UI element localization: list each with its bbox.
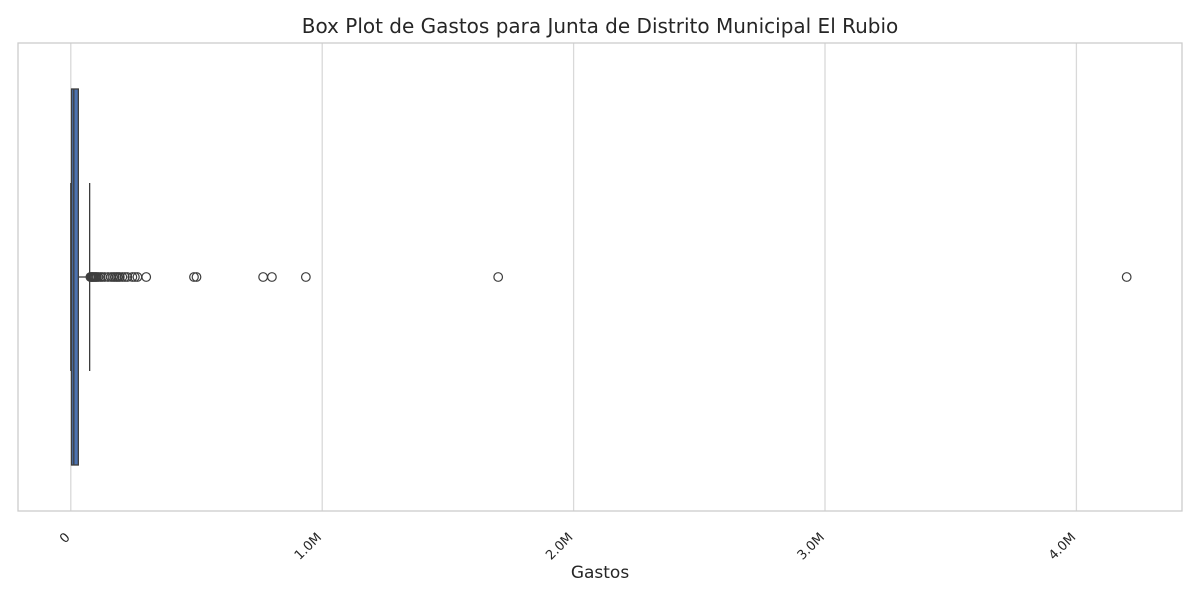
x-tick-label: 4.0M <box>1046 530 1079 563</box>
outlier-point <box>122 272 133 282</box>
outlier-point <box>1121 272 1132 282</box>
grid-layer <box>70 43 1078 511</box>
outlier-point <box>117 272 128 282</box>
x-tick-label: 2.0M <box>543 530 576 563</box>
outlier-point <box>300 272 311 282</box>
outlier-point <box>119 272 130 282</box>
outlier-point <box>493 272 504 282</box>
x-tick-label: 0 <box>57 530 73 546</box>
chart-title: Box Plot de Gastos para Junta de Distrit… <box>302 14 899 38</box>
outlier-point <box>267 272 277 282</box>
outlier-point <box>191 272 202 282</box>
outlier-point <box>258 272 269 282</box>
outlier-point <box>114 272 125 282</box>
plot-frame <box>17 42 1183 512</box>
outlier-point <box>130 272 140 282</box>
x-tick-label: 1.0M <box>292 530 325 563</box>
tick-layer: 0 1.0M 2.0M 3.0M 4.0M <box>57 530 1079 563</box>
outlier-point <box>141 272 152 282</box>
outlier-point <box>127 272 138 282</box>
outlier-layer <box>85 272 1132 282</box>
iqr-box <box>70 88 79 466</box>
x-axis-label: Gastos <box>571 563 630 583</box>
x-tick-label: 3.0M <box>795 530 828 563</box>
outlier-point <box>189 272 199 282</box>
